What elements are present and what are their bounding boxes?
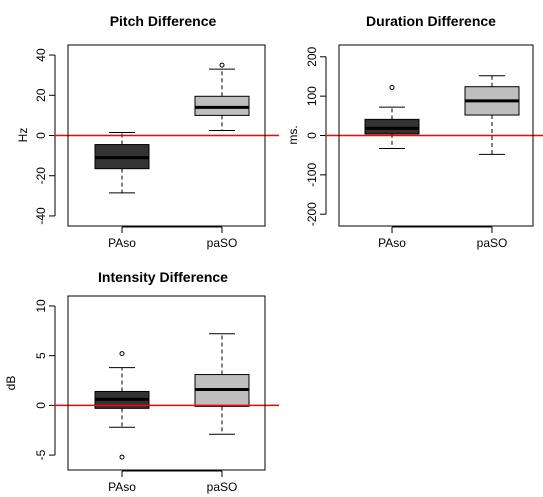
y-axis-label: dB [4,376,18,391]
y-tick-label: 10 [34,299,48,313]
outlier-point [119,351,125,357]
chart-title: Duration Difference [366,13,496,29]
duration-difference-panel: Duration Difference ms. -200 -100 0 100 200 P… [286,13,543,250]
y-tick-label: -5 [34,449,48,460]
box-iqr [194,95,250,116]
y-tick-label: 20 [34,88,48,102]
chart-title: Pitch Difference [110,13,217,29]
plot-frame [338,44,534,227]
y-tick-label: 200 [305,46,319,66]
y-axis-label: Hz [16,128,30,143]
outlier-point [119,454,125,460]
x-tick-label: paSO [207,480,238,494]
y-tick-label: 0 [305,132,319,139]
plot-frame [67,44,266,227]
x-tick-label: PAso [108,480,136,494]
outlier-point [219,62,225,68]
plot-frame [67,295,266,471]
y-tick-label: 5 [34,352,48,359]
outlier-point [389,84,395,90]
boxplot-paSO [194,333,250,435]
boxplot-PAso [94,351,150,460]
chart-title: Intensity Difference [98,269,228,285]
y-axis-label: ms. [286,125,300,144]
boxplot-paSO [464,75,520,155]
y-tick-label: 100 [305,86,319,106]
x-tick-label: paSO [207,236,238,250]
y-tick-label: -100 [305,163,319,187]
y-tick-label: 0 [34,402,48,409]
y-tick-label: 0 [34,132,48,139]
pitch-difference-panel: Pitch Difference Hz -40 -20 0 20 40 PAso paSO [16,13,279,250]
x-tick-label: PAso [378,236,406,250]
boxplot-PAso [94,131,150,194]
boxplot-PAso [364,84,420,149]
box-iqr [364,118,420,135]
intensity-difference-panel: Intensity Difference dB -5 0 5 10 PAso paSO [4,269,279,494]
y-tick-label: 40 [34,48,48,62]
y-tick-label: -40 [34,207,48,225]
y-tick-label: -20 [34,167,48,185]
x-tick-label: PAso [108,236,136,250]
boxplot-paSO [194,62,250,131]
x-tick-label: paSO [477,236,508,250]
y-tick-label: -200 [305,202,319,226]
